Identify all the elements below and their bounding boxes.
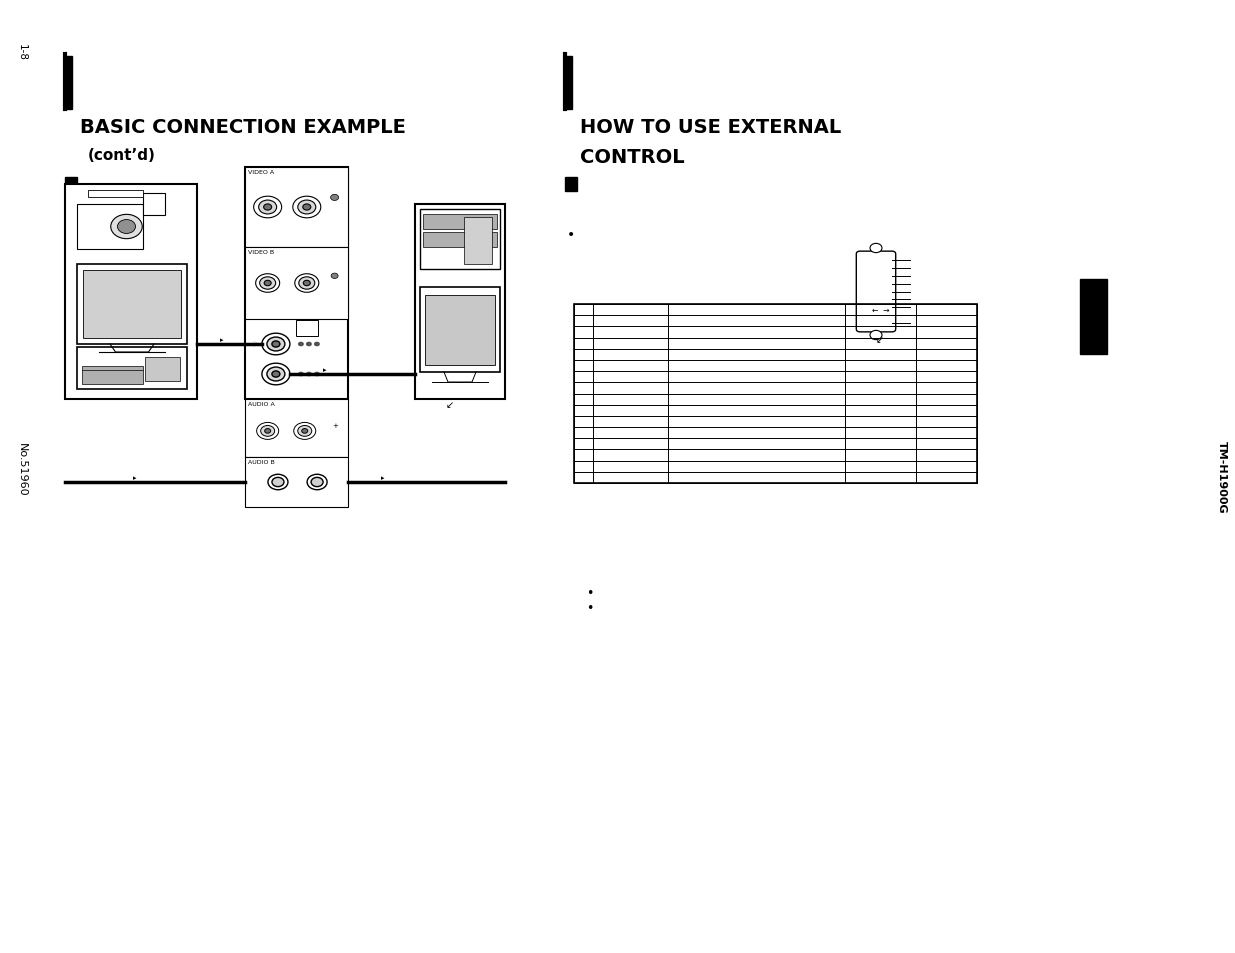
Text: HOW TO USE EXTERNAL: HOW TO USE EXTERNAL (580, 118, 841, 137)
Circle shape (299, 277, 315, 290)
Text: TM-H1900G: TM-H1900G (1216, 440, 1228, 513)
Bar (1079, 280, 1107, 355)
Text: VIDEO B: VIDEO B (248, 250, 274, 254)
Text: ▸: ▸ (220, 336, 224, 343)
Bar (425, 295, 495, 366)
Circle shape (111, 215, 142, 239)
Circle shape (869, 331, 882, 340)
Bar (420, 210, 500, 270)
Text: ▸: ▸ (324, 367, 326, 373)
Text: ▸: ▸ (382, 475, 385, 480)
Circle shape (257, 423, 279, 440)
Text: +: + (332, 423, 338, 429)
Text: ▸: ▸ (133, 475, 137, 480)
Circle shape (308, 475, 327, 490)
Text: (cont’d): (cont’d) (88, 148, 156, 163)
Bar (245, 168, 348, 248)
Circle shape (295, 274, 319, 293)
Circle shape (298, 342, 304, 347)
Text: AUDIO B: AUDIO B (248, 459, 274, 464)
Text: CONTROL: CONTROL (580, 148, 684, 167)
Text: 1-8: 1-8 (17, 44, 27, 60)
Bar (77, 265, 186, 345)
Circle shape (117, 220, 136, 234)
Bar (143, 193, 165, 216)
Bar (77, 348, 186, 390)
Circle shape (298, 373, 304, 377)
Circle shape (261, 426, 274, 436)
Circle shape (253, 197, 282, 218)
Circle shape (311, 477, 324, 487)
Bar (420, 288, 500, 373)
Bar (564, 178, 577, 192)
Circle shape (298, 426, 311, 436)
Text: •: • (587, 602, 594, 615)
FancyBboxPatch shape (856, 252, 895, 333)
Bar (296, 320, 317, 336)
Circle shape (272, 341, 280, 348)
Text: •: • (567, 228, 576, 242)
Text: ↙: ↙ (446, 399, 454, 410)
Bar (464, 218, 492, 265)
Circle shape (869, 244, 882, 253)
Circle shape (259, 277, 275, 290)
Circle shape (314, 342, 320, 347)
Circle shape (272, 372, 280, 377)
Circle shape (301, 429, 308, 434)
Circle shape (293, 197, 321, 218)
Circle shape (263, 205, 272, 211)
Bar (424, 233, 496, 248)
Text: No.51960: No.51960 (17, 443, 27, 497)
Bar (245, 248, 348, 319)
Bar (65, 57, 72, 110)
Text: ↙: ↙ (876, 335, 884, 345)
Circle shape (267, 368, 285, 381)
Bar (83, 271, 182, 338)
Circle shape (262, 334, 290, 355)
Bar (146, 357, 180, 381)
Circle shape (306, 373, 312, 377)
Bar (415, 205, 505, 399)
Bar (574, 305, 977, 483)
Bar (88, 192, 143, 198)
Bar (82, 367, 142, 385)
Bar (564, 57, 572, 110)
Bar (424, 214, 496, 230)
Bar (77, 205, 143, 250)
Bar (65, 178, 77, 192)
Circle shape (272, 477, 284, 487)
Text: •: • (587, 587, 594, 599)
Circle shape (331, 195, 338, 201)
Circle shape (268, 475, 288, 490)
Circle shape (298, 201, 316, 214)
Text: VIDEO A: VIDEO A (248, 170, 274, 174)
Text: AUDIO A: AUDIO A (248, 401, 274, 407)
Circle shape (303, 205, 311, 211)
Bar (245, 168, 348, 399)
Circle shape (314, 373, 320, 377)
Circle shape (304, 281, 310, 287)
Circle shape (264, 281, 272, 287)
Bar (245, 457, 348, 507)
Text: BASIC CONNECTION EXAMPLE: BASIC CONNECTION EXAMPLE (80, 118, 406, 137)
Circle shape (258, 201, 277, 214)
Circle shape (262, 364, 290, 385)
Bar (65, 185, 198, 399)
Circle shape (267, 337, 285, 352)
Bar (245, 399, 348, 457)
Circle shape (331, 274, 338, 279)
Circle shape (264, 429, 270, 434)
Circle shape (256, 274, 279, 293)
Circle shape (294, 423, 316, 440)
Text: ←  →: ← → (872, 306, 889, 314)
Circle shape (306, 342, 312, 347)
